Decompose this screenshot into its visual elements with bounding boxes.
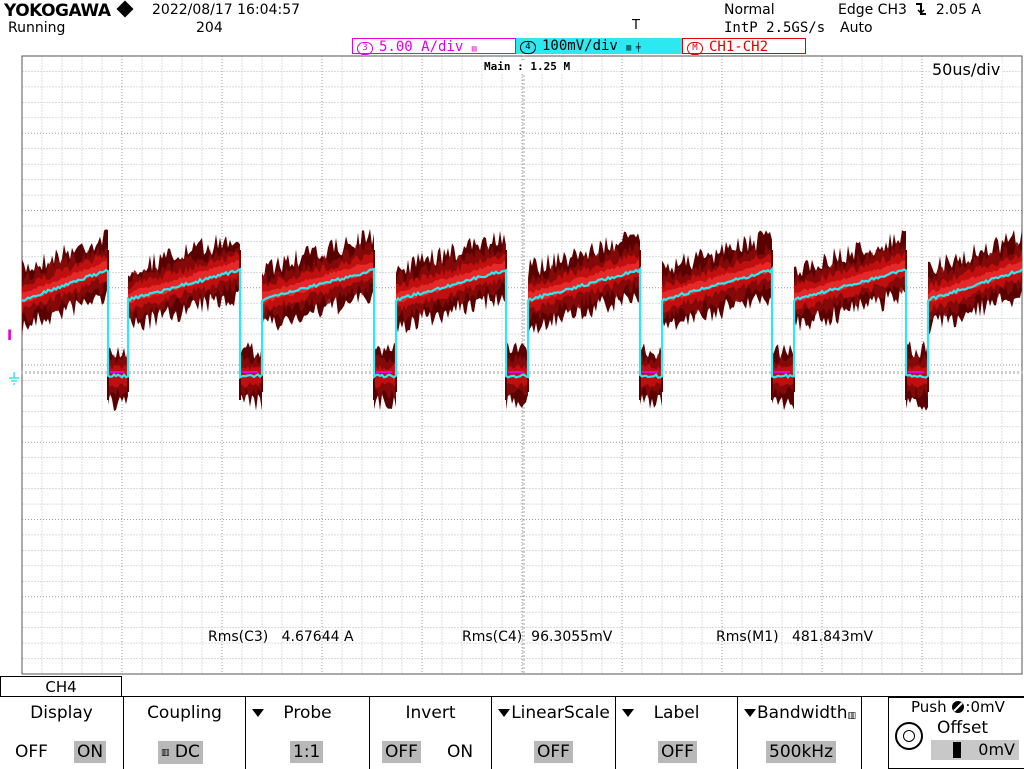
invert-title: Invert — [405, 703, 456, 723]
push-label: Push — [911, 698, 947, 716]
push-reset: Push :0mV — [911, 698, 1005, 716]
coupling-icon: ▥ ╪ — [626, 43, 641, 52]
bandwidth-title-text: Bandwidth — [756, 703, 848, 723]
dropdown-triangle-icon — [744, 709, 756, 717]
bandwidth-title: Bandwidth▥ — [738, 703, 861, 723]
ch3-level-marker: I — [7, 328, 13, 344]
offset-title: Offset — [937, 718, 989, 738]
ch3-scale: 5.00 A/div — [379, 39, 464, 55]
display-softkey[interactable]: Display OFF ON — [0, 697, 124, 769]
measurement-value: 4.67644 A — [281, 629, 354, 645]
sample-rate: IntP 2.5GS/s — [724, 20, 826, 36]
measurement-value: 481.843mV — [791, 629, 874, 645]
coupling-softkey[interactable]: Coupling ▥ DC — [124, 697, 246, 769]
yokogawa-logo: YOKOGAWA — [4, 0, 134, 21]
invert-on-option[interactable]: ON — [447, 742, 474, 762]
linear-scale-softkey[interactable]: LinearScale OFF — [492, 697, 616, 769]
push-value: 0mV — [970, 698, 1005, 716]
probe-value: 1:1 — [290, 741, 324, 763]
filter-icon: ▥ — [847, 711, 857, 721]
measurement-label: Rms(C3) — [208, 629, 269, 645]
label-value: OFF — [658, 741, 697, 763]
bandwidth-softkey[interactable]: Bandwidth▥ 500kHz — [738, 697, 862, 769]
label-title: Label — [653, 703, 700, 723]
trigger-mode: Auto — [840, 20, 873, 36]
coupling-value-text: DC — [174, 742, 200, 762]
dropdown-triangle-icon — [622, 709, 634, 717]
coupling-icon: ▥ — [471, 44, 477, 53]
offset-field[interactable]: 0mV — [931, 740, 1019, 760]
trigger-source-text: Edge CH3 — [838, 2, 907, 18]
trigger-level: 2.05 A — [935, 2, 982, 18]
math1-number: M — [687, 42, 703, 55]
acquisition-mode: Normal — [724, 2, 775, 18]
ch4-number: 4 — [520, 41, 536, 54]
display-on-option[interactable]: ON — [74, 741, 107, 763]
measurement-value: 96.3055mV — [531, 629, 613, 645]
rotary-knob-icon — [895, 722, 923, 750]
measurement-1: Rms(C3) 4.67644 A — [208, 629, 354, 645]
offset-value: 0mV — [978, 740, 1015, 759]
display-title: Display — [30, 703, 93, 723]
falling-edge-icon — [916, 3, 927, 15]
ch3-scale-box[interactable]: 3 5.00 A/div ▥ — [352, 38, 516, 55]
main-record-length: Main : 1.25 M — [482, 60, 573, 73]
coupling-icon: ▥ — [161, 748, 170, 758]
coupling-title: Coupling — [147, 703, 222, 723]
invert-off-option[interactable]: OFF — [382, 741, 421, 763]
ch3-number: 3 — [357, 42, 373, 55]
trigger-source: Edge CH3 2.05 A — [838, 2, 981, 18]
measurement-label: Rms(C4) — [462, 629, 523, 645]
text-cursor — [953, 742, 961, 758]
reset-knob-icon — [952, 701, 965, 713]
waveform-traces — [21, 228, 1023, 411]
run-state: Running — [8, 20, 66, 36]
measurement-3: Rms(M1) 481.843mV — [716, 629, 873, 645]
display-off-option[interactable]: OFF — [15, 742, 48, 762]
linear-scale-value: OFF — [534, 741, 573, 763]
coupling-value: ▥ DC — [158, 741, 203, 764]
math1-box[interactable]: M CH1-CH2 — [682, 38, 806, 55]
measurement-2: Rms(C4) 96.3055mV — [462, 629, 612, 645]
menu-tab-ch4[interactable]: CH4 — [0, 676, 122, 696]
math1-label: CH1-CH2 — [709, 39, 769, 55]
offset-softkey[interactable]: Push :0mV Offset 0mV — [888, 697, 1024, 769]
ground-marker-icon — [9, 372, 19, 385]
linear-scale-title: LinearScale — [511, 703, 610, 723]
measurement-label: Rms(M1) — [716, 629, 779, 645]
acquisition-count: 204 — [196, 20, 223, 36]
timebase: 50us/div — [930, 60, 1003, 79]
probe-title: Probe — [283, 703, 332, 723]
datetime: 2022/08/17 16:04:57 — [152, 2, 301, 18]
dropdown-triangle-icon — [498, 709, 510, 717]
probe-softkey[interactable]: Probe 1:1 — [246, 697, 370, 769]
trigger-position-marker: T — [632, 18, 640, 33]
waveform-display[interactable] — [0, 54, 1024, 676]
bandwidth-value: 500kHz — [766, 741, 836, 763]
dropdown-triangle-icon — [252, 709, 264, 717]
ch4-scale: 100mV/div — [542, 38, 618, 54]
softkey-bar: Display OFF ON Coupling ▥ DC Probe 1:1 I… — [0, 696, 1024, 769]
invert-softkey[interactable]: Invert OFF ON — [370, 697, 492, 769]
ch4-scale-box[interactable]: 4 100mV/div ▥ ╪ — [516, 38, 682, 54]
label-softkey[interactable]: Label OFF — [616, 697, 738, 769]
